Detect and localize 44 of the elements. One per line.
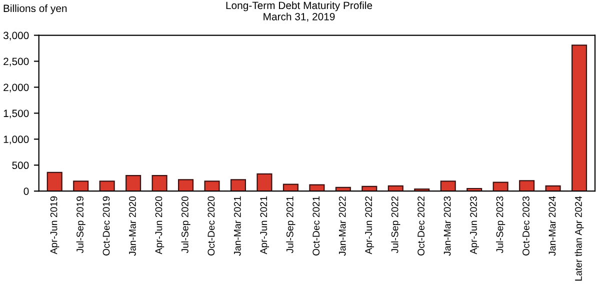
- y-tick-label: 3,000: [3, 32, 29, 40]
- x-tick-label: Jul-Sep 2021: [286, 196, 296, 254]
- x-tick-label: Oct-Dec 2020: [208, 196, 215, 256]
- x-tick-label: Later than Apr 2024: [574, 196, 584, 281]
- y-tick-label: 1,500: [4, 110, 29, 118]
- y-tick-label: 500: [12, 162, 29, 170]
- y-tick-label: 2,000: [4, 84, 29, 92]
- y-axis-title: Billions of yen: [4, 4, 67, 14]
- x-tick-label: Jan-Mar 2020: [129, 196, 136, 256]
- x-tick-label: Oct-Dec 2019: [102, 196, 110, 256]
- x-tick-label: Oct-Dec 2023: [522, 196, 530, 256]
- x-tick-label: Apr-Jun 2020: [155, 196, 164, 254]
- x-tick-label: Jul-Sep 2019: [76, 196, 86, 254]
- bar: [126, 174, 142, 192]
- bar: [46, 172, 62, 192]
- bar: [152, 174, 168, 192]
- x-tick-label: Jan-Mar 2023: [444, 196, 451, 256]
- x-tick-label: Jul-Sep 2020: [181, 196, 190, 254]
- y-tick-label: 0: [24, 188, 29, 195]
- x-tick-label: Oct-Dec 2022: [418, 196, 424, 256]
- bar: [204, 180, 220, 192]
- y-tick-label: 2,500: [4, 58, 29, 66]
- bar: [178, 179, 194, 192]
- bar: [73, 180, 89, 192]
- bar: [99, 180, 115, 192]
- x-tick-label: Apr-Jun 2022: [365, 196, 374, 254]
- x-tick-label: Jan-Mar 2021: [234, 196, 241, 256]
- bar: [440, 180, 456, 192]
- bar: [256, 173, 272, 192]
- x-tick-label: Jul-Sep 2022: [391, 196, 400, 254]
- bar: [572, 44, 588, 192]
- bar: [230, 179, 246, 192]
- bar: [282, 184, 298, 192]
- x-tick-label: Jan-Mar 2024: [548, 196, 556, 256]
- x-tick-label: Apr-Jun 2023: [470, 196, 479, 254]
- x-tick-label: Oct-Dec 2021: [312, 196, 320, 256]
- x-tick-label: Jul-Sep 2023: [496, 196, 506, 254]
- bar: [519, 180, 535, 192]
- x-tick-label: Jan-Mar 2022: [338, 196, 346, 256]
- x-tick-label: Apr-Jun 2019: [50, 196, 60, 254]
- x-tick-label: Apr-Jun 2021: [260, 196, 270, 254]
- bar: [492, 182, 508, 192]
- y-tick-label: 1,000: [4, 136, 29, 144]
- chart-title: Long-Term Debt Maturity Profile March 31, 2019: [226, 1, 372, 22]
